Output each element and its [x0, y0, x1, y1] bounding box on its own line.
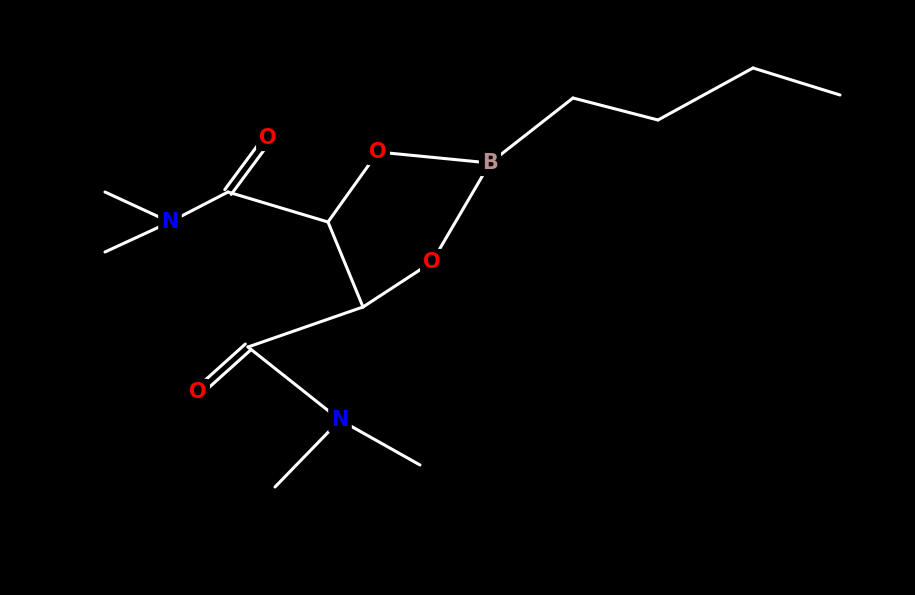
Text: N: N [331, 410, 349, 430]
Text: O: O [423, 252, 441, 272]
Text: B: B [482, 153, 498, 173]
Text: O: O [189, 382, 207, 402]
Text: O: O [259, 128, 277, 148]
Text: N: N [161, 212, 178, 232]
Text: O: O [369, 142, 387, 162]
